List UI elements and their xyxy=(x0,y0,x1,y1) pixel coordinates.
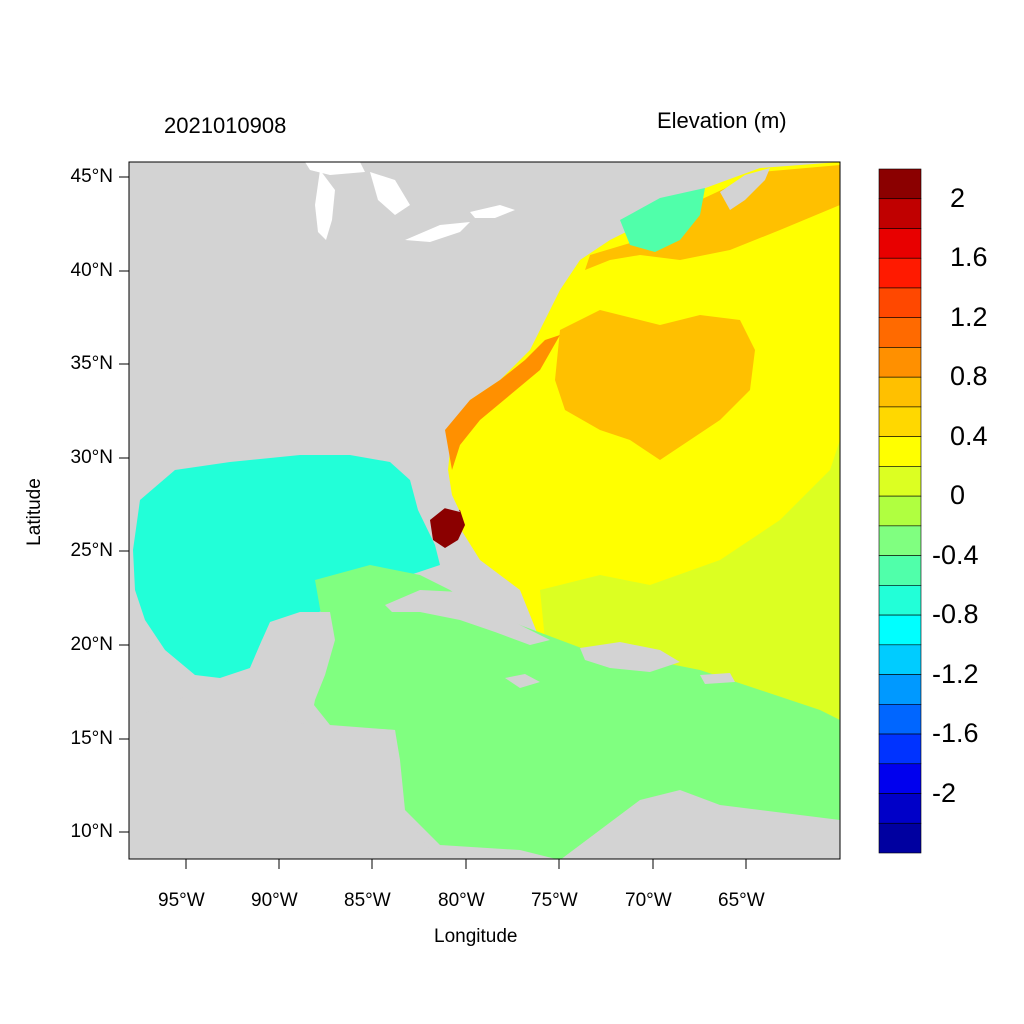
colorbar-swatch xyxy=(878,585,922,616)
colorbar-swatch xyxy=(878,822,922,854)
colorbar-swatch xyxy=(878,733,922,765)
colorbar-swatch xyxy=(878,287,922,318)
colorbar-label: -0.8 xyxy=(932,599,979,630)
lat-tick-label: 15°N xyxy=(70,728,113,749)
colorbar-label: 2 xyxy=(950,182,966,213)
colorbar-swatch xyxy=(878,198,922,229)
colorbar-swatch xyxy=(878,406,922,437)
colorbar-swatch xyxy=(878,347,922,378)
colorbar-swatch xyxy=(878,614,922,646)
southeast-coastal-setup xyxy=(445,335,560,470)
plot-frame xyxy=(128,161,841,860)
lon-tick-label: 80°W xyxy=(438,890,485,911)
colorbar-swatch xyxy=(878,495,922,527)
nova-scotia xyxy=(720,168,770,210)
lat-tick-label: 20°N xyxy=(70,634,113,655)
colorbar-swatch xyxy=(878,525,922,556)
variable-label: Elevation (m) xyxy=(657,108,787,133)
lat-tick-label: 35°N xyxy=(70,353,113,374)
florida-peninsula xyxy=(380,450,460,518)
south-america-coast xyxy=(561,790,840,859)
lat-tick-label: 30°N xyxy=(70,447,113,468)
hispaniola xyxy=(580,642,680,672)
colorbar-label: -1.6 xyxy=(932,718,979,749)
colorbar-label: -0.4 xyxy=(932,539,979,570)
colorbar-label: 0.8 xyxy=(950,361,988,392)
y-axis-label: Latitude xyxy=(24,478,45,546)
lat-tick-label: 10°N xyxy=(70,821,113,842)
atlantic-eddy xyxy=(555,310,755,460)
yucatan-peninsula xyxy=(250,612,335,725)
lake-michigan xyxy=(315,170,335,240)
lake-erie xyxy=(405,222,470,242)
colorbar-label: -1.2 xyxy=(932,658,979,689)
colorbar-swatch xyxy=(878,228,922,259)
lat-tick-label: 45°N xyxy=(70,166,113,187)
lat-tick-label: 25°N xyxy=(70,540,113,561)
lake-superior xyxy=(305,162,365,175)
jamaica xyxy=(505,674,540,688)
lon-tick-label: 95°W xyxy=(158,890,205,911)
colorbar-label: 1.2 xyxy=(950,301,988,332)
colorbar-swatch xyxy=(878,674,922,705)
gulf-of-maine-low xyxy=(620,188,705,252)
colorbar-label: 0 xyxy=(950,480,966,511)
lon-tick-label: 65°W xyxy=(718,890,765,911)
gulf-of-mexico-field xyxy=(133,455,440,678)
colorbar-swatch xyxy=(878,436,922,467)
tick-marks xyxy=(119,176,747,869)
colorbar-swatch xyxy=(878,793,922,824)
colorbar-swatch xyxy=(878,466,922,497)
colorbar-swatch xyxy=(878,257,922,289)
colorbar-swatch xyxy=(878,644,922,675)
colorbar-swatch xyxy=(878,317,922,348)
date-label: 2021010908 xyxy=(164,113,287,138)
lat-tick-label: 40°N xyxy=(70,260,113,281)
lon-tick-label: 90°W xyxy=(251,890,298,911)
colorbar-swatch xyxy=(878,704,922,735)
colorbar-swatch xyxy=(878,555,922,586)
lon-tick-label: 85°W xyxy=(344,890,391,911)
caribbean-field xyxy=(310,565,840,859)
colorbar-swatch xyxy=(878,376,922,408)
colorbar-label: -2 xyxy=(932,777,957,808)
puerto-rico xyxy=(700,673,735,684)
colorbar-label: 0.4 xyxy=(950,420,988,451)
lake-huron xyxy=(370,172,410,215)
colorbar-swatch xyxy=(878,168,922,200)
lon-tick-label: 75°W xyxy=(531,890,578,911)
cuba xyxy=(385,590,550,645)
colorbar-label: 1.6 xyxy=(950,242,988,273)
x-axis-label: Longitude xyxy=(434,926,518,947)
colorbar-swatch xyxy=(878,763,922,794)
lon-tick-label: 70°W xyxy=(625,890,672,911)
florida-surge-max xyxy=(430,508,465,548)
central-america xyxy=(129,690,439,859)
lake-ontario xyxy=(470,205,515,218)
colorbar xyxy=(878,168,922,854)
